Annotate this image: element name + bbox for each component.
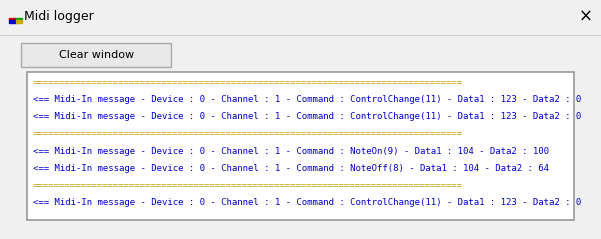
Text: ================================================================================: ========================================… xyxy=(33,78,463,87)
Bar xyxy=(9,18,16,20)
Text: <== Midi-In message - Device : 0 - Channel : 1 - Command : NoteOn(9) - Data1 : 1: <== Midi-In message - Device : 0 - Chann… xyxy=(33,147,549,156)
Text: <== Midi-In message - Device : 0 - Channel : 1 - Command : NoteOff(8) - Data1 : : <== Midi-In message - Device : 0 - Chann… xyxy=(33,164,549,173)
Text: Midi logger: Midi logger xyxy=(24,10,94,23)
Bar xyxy=(16,20,22,23)
FancyBboxPatch shape xyxy=(27,72,574,220)
Bar xyxy=(9,20,16,23)
Text: Clear window: Clear window xyxy=(59,50,133,60)
Text: <== Midi-In message - Device : 0 - Channel : 1 - Command : ControlChange(11) - D: <== Midi-In message - Device : 0 - Chann… xyxy=(33,95,581,104)
Text: <== Midi-In message - Device : 0 - Channel : 1 - Command : ControlChange(11) - D: <== Midi-In message - Device : 0 - Chann… xyxy=(33,198,581,207)
Bar xyxy=(16,18,22,20)
Text: ================================================================================: ========================================… xyxy=(33,130,463,139)
FancyBboxPatch shape xyxy=(21,43,171,67)
Text: <== Midi-In message - Device : 0 - Channel : 1 - Command : ControlChange(11) - D: <== Midi-In message - Device : 0 - Chann… xyxy=(33,112,581,121)
Text: ×: × xyxy=(579,8,593,26)
Text: ================================================================================: ========================================… xyxy=(33,181,463,190)
